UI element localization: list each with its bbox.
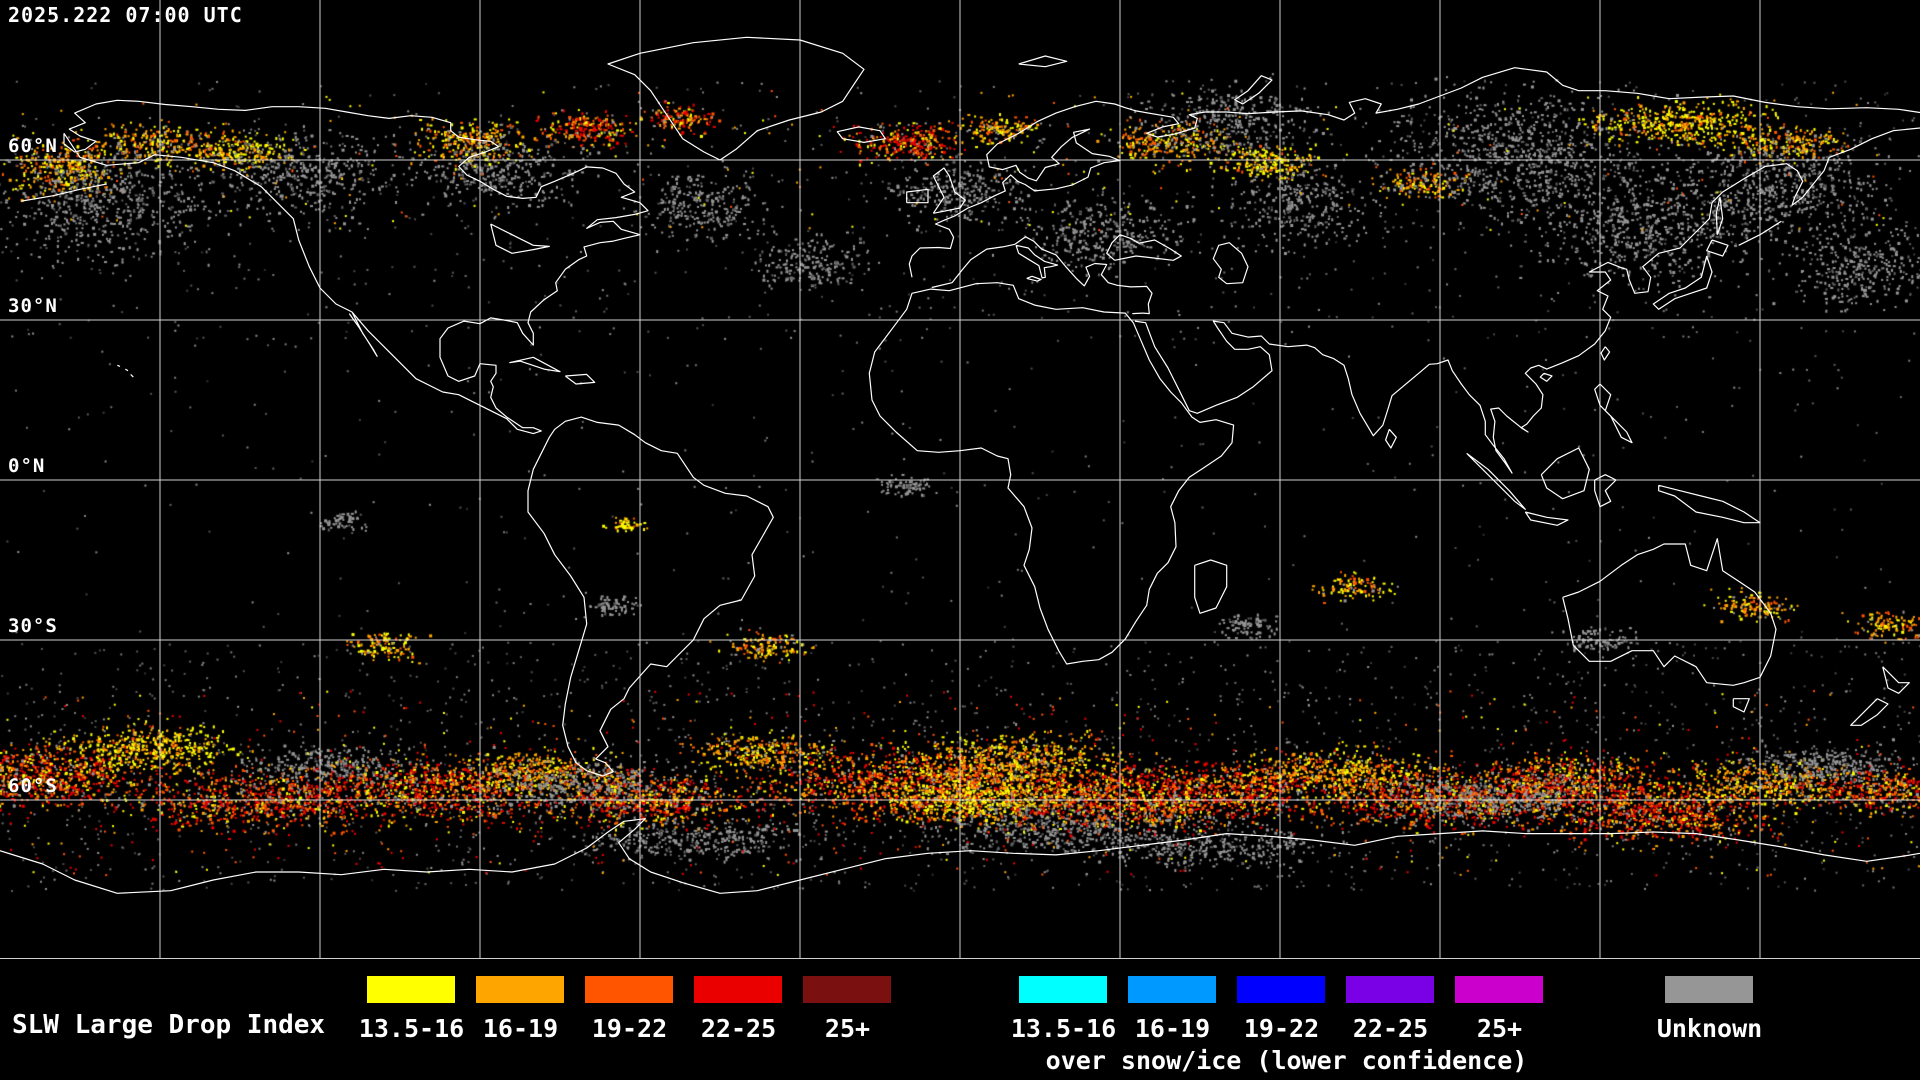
snow-swatch-3 [1237,976,1325,1003]
ldi-label-2: 16-19 [482,1014,559,1043]
snow-label-5: 25+ [1476,1014,1523,1043]
snow-swatch-2 [1128,976,1216,1003]
snow-swatch-1 [1019,976,1107,1003]
coastline-grid-svg [0,0,1920,959]
unknown-swatch [1665,976,1753,1003]
lat-label-0n: 0°N [8,455,46,477]
ldi-swatch-1 [367,976,455,1003]
legend-bar: SLW Large Drop Index 13.5-16 16-19 19-22… [0,960,1920,1080]
snow-label-4: 22-25 [1352,1014,1429,1043]
ldi-swatch-3 [585,976,673,1003]
timestamp-label: 2025.222 07:00 UTC [8,3,243,27]
snow-label-2: 16-19 [1134,1014,1211,1043]
unknown-label: Unknown [1656,1014,1763,1043]
ldi-label-3: 19-22 [591,1014,668,1043]
snow-label-3: 19-22 [1243,1014,1320,1043]
lat-label-30s: 30°S [8,615,58,637]
ldi-label-5: 25+ [824,1014,871,1043]
ldi-scale-group: 13.5-16 16-19 19-22 22-25 25+ [359,976,902,1043]
lat-label-30n: 30°N [8,295,58,317]
ldi-swatch-2 [476,976,564,1003]
snow-caption: over snow/ice (lower confidence) [1045,1046,1528,1075]
snow-scale-group: 13.5-16 16-19 19-22 22-25 25+ over snow/… [1011,976,1554,1075]
world-map: 2025.222 07:00 UTC 60°N 30°N 0°N 30°S 60… [0,0,1920,960]
snow-swatch-5 [1455,976,1543,1003]
snow-swatch-4 [1346,976,1434,1003]
unknown-group: Unknown [1657,976,1764,1043]
lat-label-60n: 60°N [8,135,58,157]
ldi-swatch-5 [803,976,891,1003]
legend-title: SLW Large Drop Index [12,1010,326,1040]
ldi-swatch-4 [694,976,782,1003]
lat-label-60s: 60°S [8,775,58,797]
ldi-label-1: 13.5-16 [358,1014,465,1043]
ldi-label-4: 22-25 [700,1014,777,1043]
snow-label-1: 13.5-16 [1010,1014,1117,1043]
